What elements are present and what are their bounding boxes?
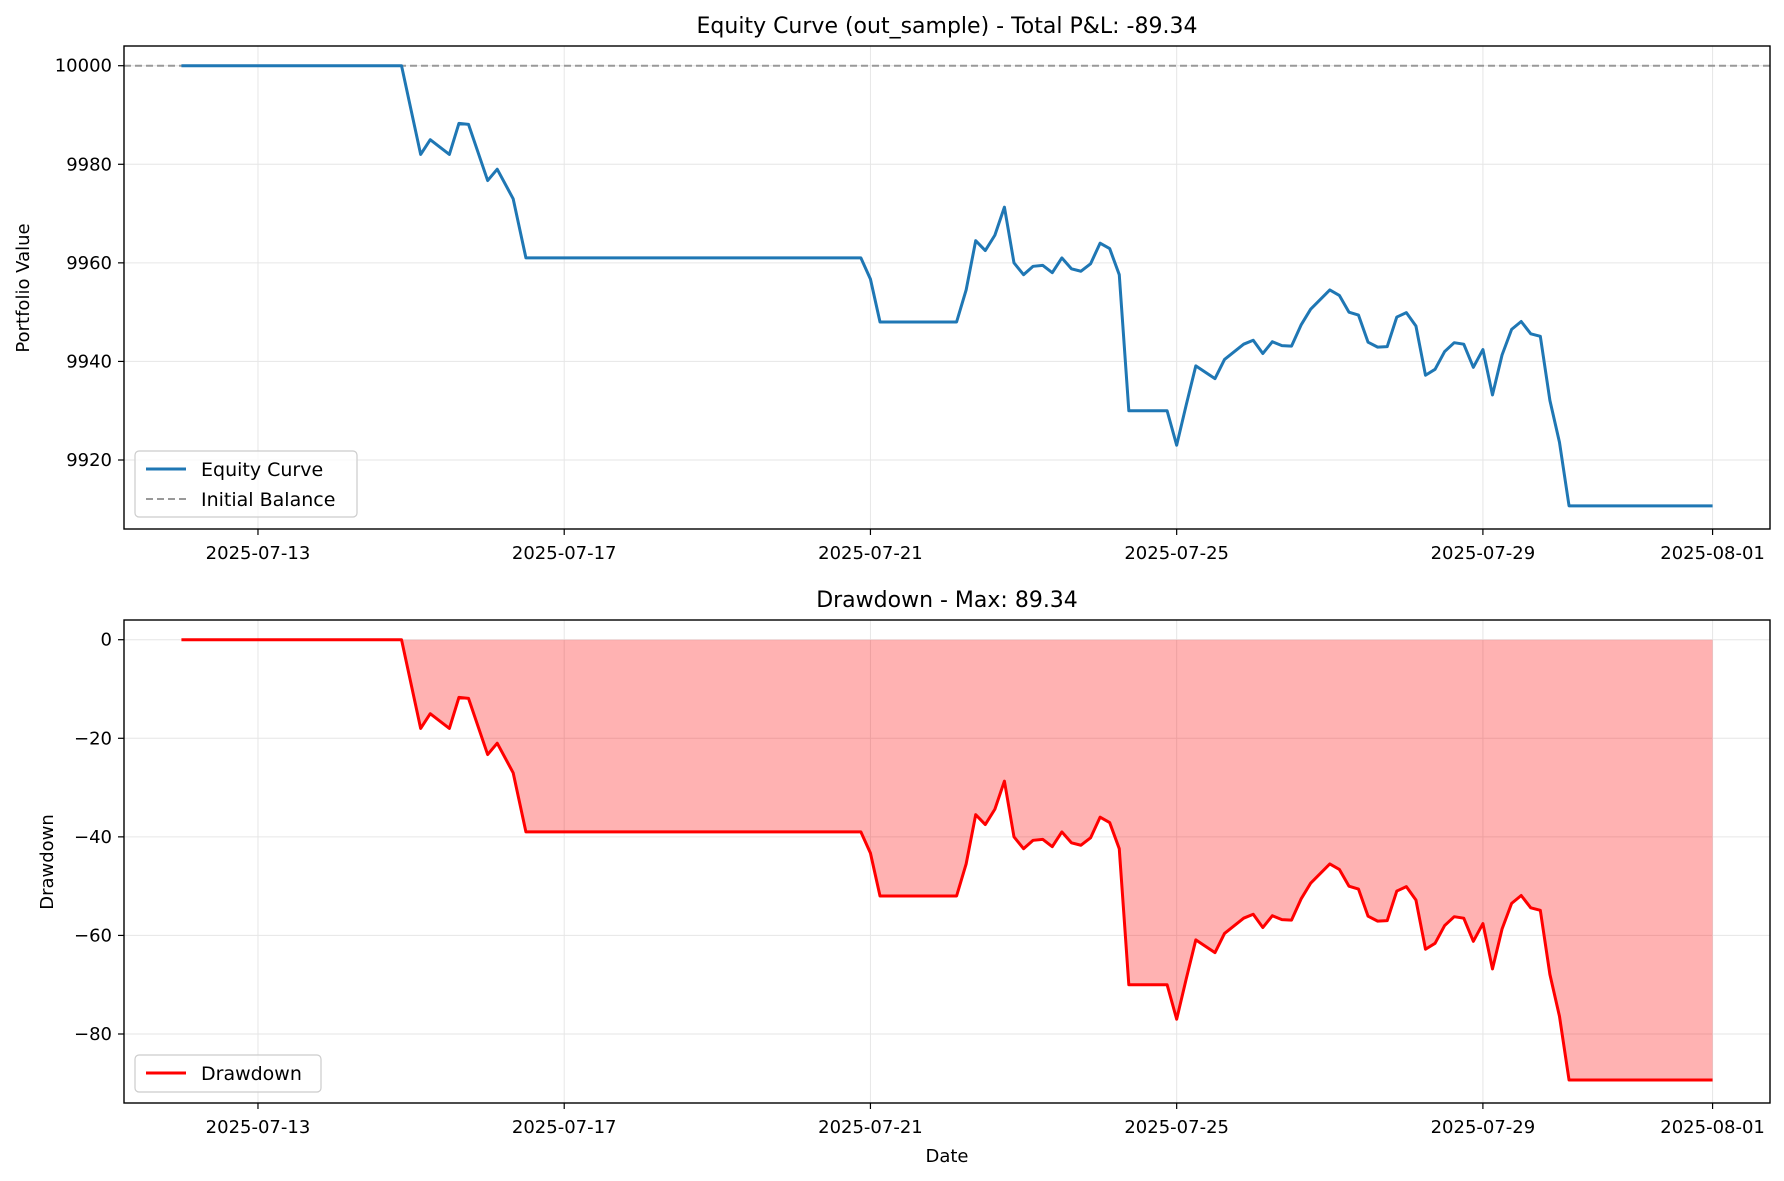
equity-curve-line [181,64,1713,508]
drawdown-line [181,638,1713,1082]
equity-panel: Equity Curve (out_sample) - Total P&L: -… [13,14,1771,564]
equity-y-axis-label: Portfolio Value [13,223,34,352]
legend-initial-balance-label: Initial Balance [201,489,335,511]
drawdown-x-tick-label: 2025-07-13 [206,1117,311,1138]
drawdown-y-tick-label: 0 [101,630,112,651]
drawdown-x-tick-label: 2025-07-17 [512,1117,617,1138]
equity-y-tick-label: 9960 [66,253,112,274]
legend-equity-curve-label: Equity Curve [201,459,323,481]
equity-legend-box [134,450,358,518]
drawdown-y-axis-label: Drawdown [37,814,58,910]
equity-series [181,64,1713,508]
drawdown-legend-box [134,1054,322,1093]
equity-legend: Equity Curve Initial Balance [134,450,358,518]
drawdown-x-tick-label: 2025-07-21 [818,1117,923,1138]
drawdown-x-ticks: 2025-07-13 2025-07-17 2025-07-21 2025-07-25… [206,1103,1765,1138]
drawdown-gridlines [124,620,1770,1103]
drawdown-legend: Drawdown [134,1054,322,1093]
drawdown-x-tick-label: 2025-08-01 [1660,1117,1765,1138]
equity-title: Equity Curve (out_sample) - Total P&L: -… [697,14,1198,39]
equity-x-tick-label: 2025-07-13 [206,543,311,564]
drawdown-y-tick-label: −60 [74,925,112,946]
equity-x-tick-label: 2025-07-29 [1431,543,1536,564]
drawdown-y-tick-label: −80 [74,1024,112,1045]
drawdown-x-axis-label: Date [925,1146,968,1167]
drawdown-x-tick-label: 2025-07-25 [1124,1117,1229,1138]
equity-y-ticks: 9920 9940 9960 9980 10000 [55,56,124,471]
drawdown-plot-frame [123,619,1771,1104]
equity-x-ticks: 2025-07-13 2025-07-17 2025-07-21 2025-07-25… [206,529,1765,564]
drawdown-y-ticks: −80 −60 −40 −20 0 [74,630,124,1045]
equity-y-tick-label: 9940 [66,351,112,372]
drawdown-x-tick-label: 2025-07-29 [1431,1117,1536,1138]
equity-y-tick-label: 9920 [66,450,112,471]
drawdown-y-tick-label: −20 [74,728,112,749]
equity-x-tick-label: 2025-07-21 [818,543,923,564]
drawdown-panel: Drawdown - Max: 89.34 2025-07-13 2025-07-… [37,588,1771,1167]
equity-x-tick-label: 2025-07-25 [1124,543,1229,564]
drawdown-title: Drawdown - Max: 89.34 [816,588,1078,613]
equity-x-tick-label: 2025-08-01 [1660,543,1765,564]
drawdown-area-fill [181,639,1713,1081]
equity-x-tick-label: 2025-07-17 [512,543,617,564]
legend-drawdown-label: Drawdown [201,1063,302,1085]
drawdown-series [181,638,1713,1082]
equity-y-tick-label: 10000 [55,56,112,77]
equity-gridlines [124,46,1770,529]
drawdown-y-tick-label: −40 [74,827,112,848]
equity-plot-frame [123,45,1771,530]
equity-y-tick-label: 9980 [66,154,112,175]
